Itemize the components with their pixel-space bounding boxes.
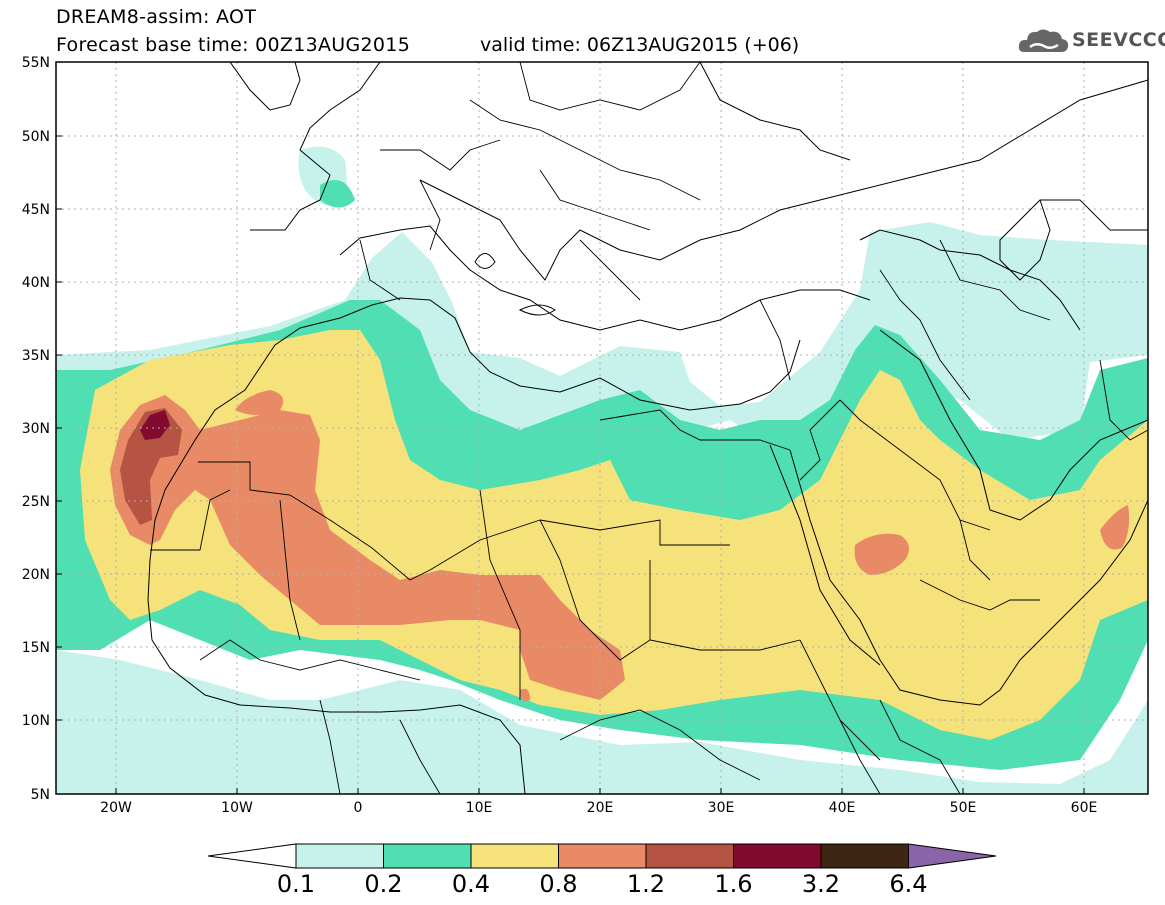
graticule — [56, 62, 1148, 794]
lat-label: 55N — [22, 55, 50, 71]
lat-label: 10N — [22, 713, 50, 729]
lat-label: 40N — [22, 275, 50, 291]
colorbar — [207, 843, 997, 869]
colorbar-low-arrow — [207, 843, 297, 869]
tick-marks — [56, 61, 1085, 795]
valid-time: valid time: 06Z13AUG2015 (+06) — [480, 34, 800, 56]
lat-label: 20N — [22, 567, 50, 583]
lat-label: 5N — [31, 787, 50, 803]
colorbar-high-arrow — [908, 843, 997, 869]
colorbar-label: 0.4 — [451, 870, 491, 898]
lat-label: 15N — [22, 640, 50, 656]
country-borders — [150, 62, 1148, 794]
lon-label: 60E — [1071, 800, 1098, 816]
colorbar-swatch-1 — [295, 843, 384, 869]
lon-label: 40E — [829, 800, 856, 816]
longitude-labels: 20W 10W 0 10E 20E 30E 40E 50E 60E — [100, 800, 1097, 816]
cloud-icon — [1018, 29, 1069, 52]
lat-label: 45N — [22, 202, 50, 218]
aot-band-0.8 — [110, 390, 1130, 702]
aot-contours — [56, 146, 1148, 794]
lon-label: 50E — [950, 800, 977, 816]
latitude-labels: 55N 50N 45N 40N 35N 30N 25N 20N 15N 10N … — [22, 55, 50, 803]
lon-label: 10E — [466, 800, 493, 816]
aot-band-1.2 — [120, 408, 182, 525]
lat-label: 35N — [22, 348, 50, 364]
lon-label: 20E — [587, 800, 614, 816]
colorbar-swatch-3 — [470, 843, 559, 869]
lon-label: 20W — [100, 800, 132, 816]
aot-band-1.6 — [140, 410, 170, 440]
lat-label: 50N — [22, 129, 50, 145]
aot-band-0.1 — [56, 146, 1148, 794]
colorbar-label: 0.1 — [276, 870, 316, 898]
colorbar-swatch-7 — [820, 843, 909, 869]
aot-band-0.4 — [80, 330, 1148, 740]
colorbar-label: 1.2 — [626, 870, 666, 898]
colorbar-swatch-6 — [733, 843, 822, 869]
lat-label: 30N — [22, 421, 50, 437]
colorbar-label: 1.6 — [714, 870, 753, 898]
colorbar-label: 3.2 — [801, 870, 841, 898]
coastlines — [147, 62, 1148, 794]
colorbar-swatch-2 — [383, 843, 472, 869]
lon-label: 10W — [221, 800, 253, 816]
lon-label: 0 — [354, 800, 363, 816]
map-title: DREAM8-assim: AOT — [56, 6, 257, 28]
colorbar-label: 0.8 — [539, 870, 578, 898]
lat-label: 25N — [22, 494, 50, 510]
logo-text: SEEVCCC — [1072, 29, 1165, 51]
lon-label: 30E — [708, 800, 735, 816]
colorbar-swatch-5 — [645, 843, 734, 869]
colorbar-label: 6.4 — [889, 870, 928, 898]
colorbar-swatch-4 — [558, 843, 647, 869]
colorbar-label: 0.2 — [364, 870, 403, 898]
seevccc-logo: SEEVCCC — [1018, 26, 1165, 56]
forecast-base-time: Forecast base time: 00Z13AUG2015 — [56, 34, 411, 56]
